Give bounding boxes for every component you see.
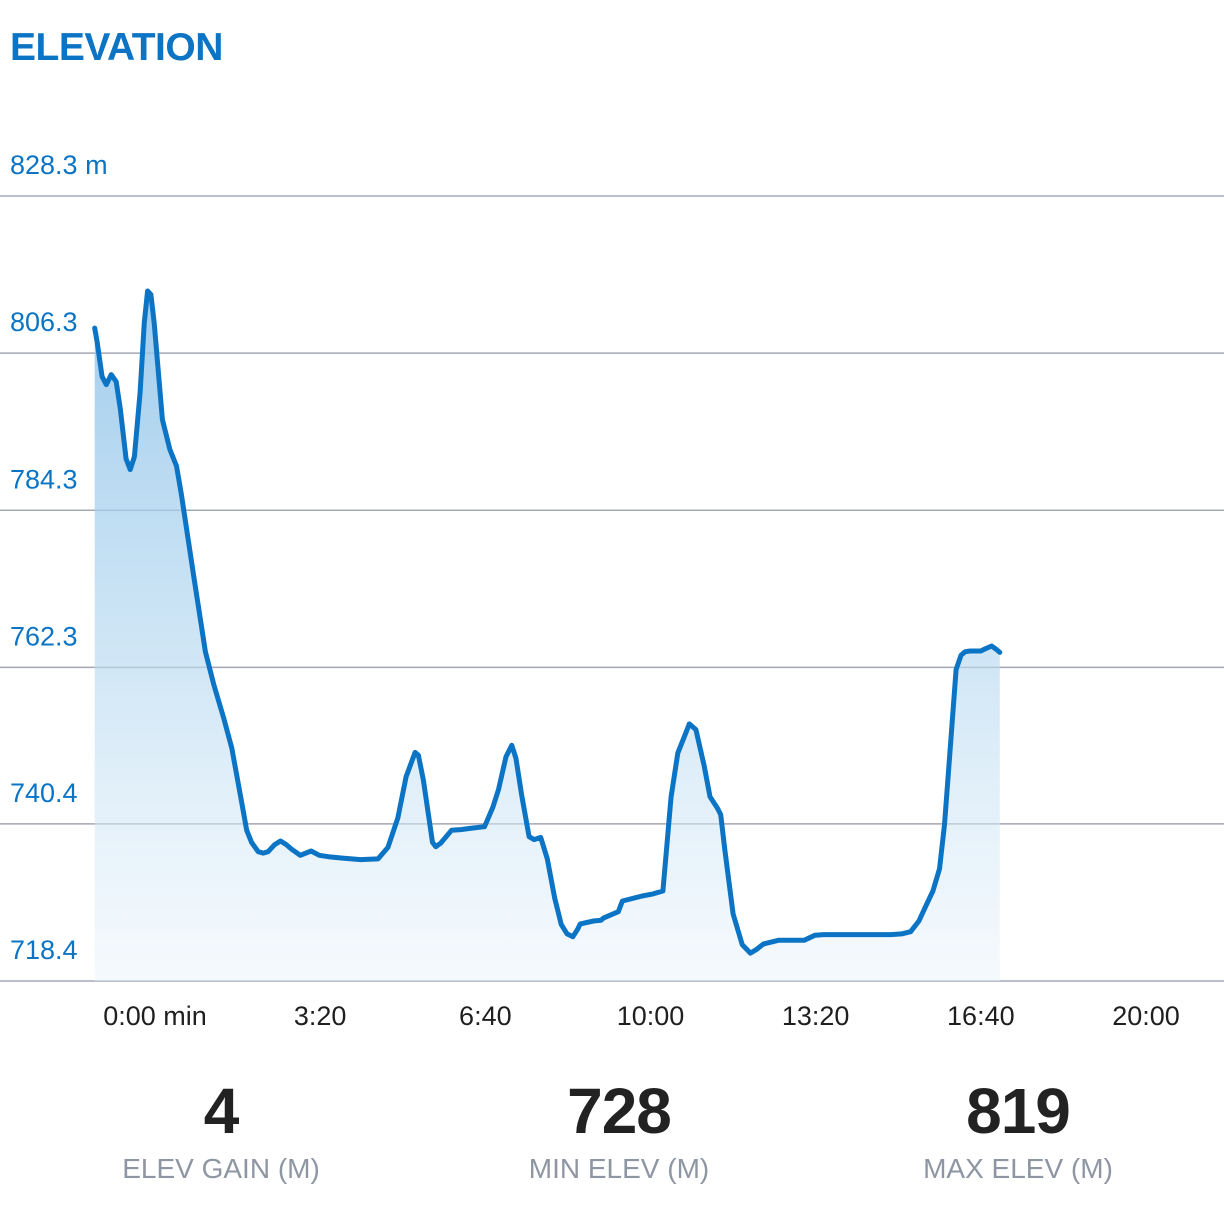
stat-min-elev: 728 MIN ELEV (M) (469, 1075, 769, 1187)
elevation-area (94, 291, 1000, 981)
x-tick-label: 20:00 (1112, 1001, 1180, 1031)
stat-max-elev: 819 MAX ELEV (M) (868, 1075, 1168, 1187)
stat-value: 819 (966, 1075, 1071, 1147)
elevation-line (92, 288, 1003, 956)
stat-elev-gain: 4 ELEV GAIN (M) (71, 1075, 371, 1187)
y-axis-labels: 828.3 m 806.3 784.3 762.3 740.4 718.4 (10, 150, 108, 965)
y-tick-label: 806.3 (10, 307, 78, 337)
x-tick-label: 6:40 (459, 1001, 512, 1031)
stat-label: MAX ELEV (M) (923, 1153, 1113, 1184)
x-axis-labels: 0:00 min 3:20 6:40 10:00 13:20 16:40 20:00 (103, 1001, 1180, 1031)
y-tick-label: 718.4 (10, 935, 78, 965)
y-tick-label: 762.3 (10, 621, 78, 651)
y-tick-label: 828.3 m (10, 150, 108, 180)
x-tick-label: 3:20 (294, 1001, 347, 1031)
elevation-chart: 828.3 m 806.3 784.3 762.3 740.4 718.4 0:00 mi… (0, 150, 1224, 1031)
y-tick-label: 784.3 (10, 464, 78, 494)
x-tick-label: 13:20 (782, 1001, 850, 1031)
stat-label: ELEV GAIN (M) (122, 1153, 320, 1184)
stat-value: 728 (567, 1075, 672, 1147)
x-tick-label: 10:00 (617, 1001, 685, 1031)
x-tick-label: 16:40 (947, 1001, 1015, 1031)
x-tick-label: 0:00 min (103, 1001, 207, 1031)
stats-row: 4 ELEV GAIN (M) 728 MIN ELEV (M) 819 MAX… (0, 1075, 1224, 1215)
stat-value: 4 (203, 1075, 240, 1147)
page-title: ELEVATION (10, 26, 223, 69)
stat-label: MIN ELEV (M) (528, 1153, 710, 1184)
y-tick-label: 740.4 (10, 778, 78, 808)
